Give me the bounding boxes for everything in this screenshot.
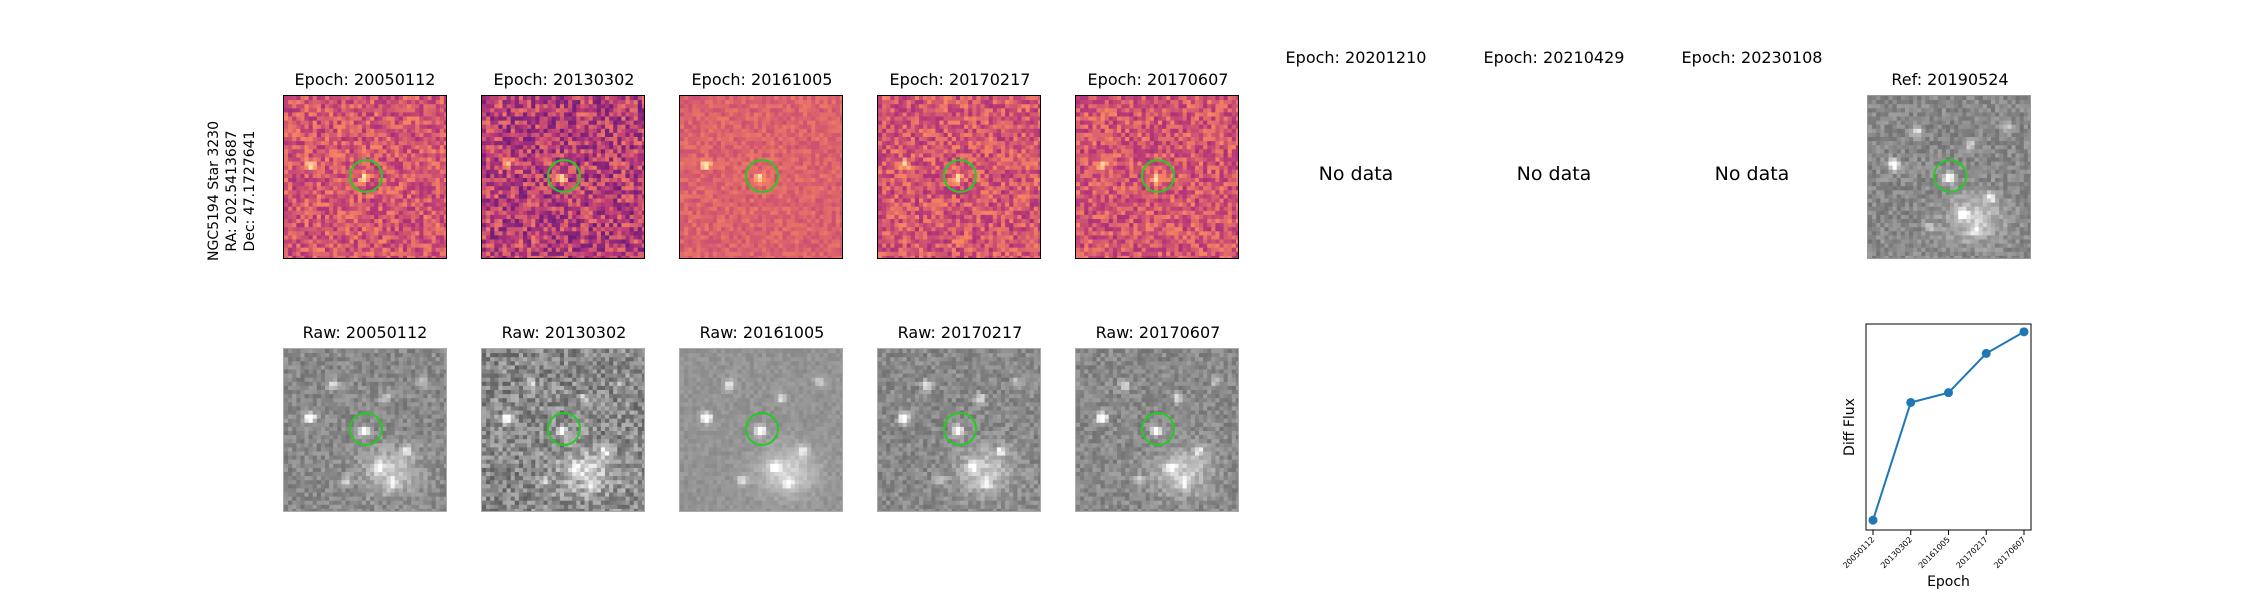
raw-title-1: Raw: 20050112 bbox=[255, 323, 475, 342]
raw-image-5 bbox=[1075, 348, 1239, 512]
series-line bbox=[1873, 332, 2024, 520]
data-point bbox=[1869, 516, 1878, 525]
data-point bbox=[2020, 327, 2029, 336]
ref-image bbox=[1867, 95, 2031, 259]
diff-title-2: Epoch: 20130302 bbox=[454, 70, 674, 89]
data-point bbox=[1944, 388, 1953, 397]
diff-title-3: Epoch: 20161005 bbox=[652, 70, 872, 89]
diff-title-7: Epoch: 20210429 bbox=[1444, 48, 1664, 67]
x-tick-label: 20170217 bbox=[1955, 535, 1990, 570]
diff-title-8: Epoch: 20230108 bbox=[1642, 48, 1862, 67]
target-dec: Dec: 47.1727641 bbox=[241, 108, 259, 274]
x-tick-label: 20050112 bbox=[1841, 535, 1876, 570]
target-name: NGC5194 Star 3230 bbox=[205, 108, 223, 274]
data-point bbox=[1906, 398, 1915, 407]
diff-title-5: Epoch: 20170607 bbox=[1048, 70, 1268, 89]
diff-image-4 bbox=[877, 95, 1041, 259]
raw-image-4 bbox=[877, 348, 1041, 512]
diff-title-6: Epoch: 20201210 bbox=[1246, 48, 1466, 67]
raw-title-5: Raw: 20170607 bbox=[1048, 323, 1268, 342]
diff-image-1 bbox=[283, 95, 447, 259]
no-data-label-2: No data bbox=[1454, 163, 1654, 185]
diff-title-1: Epoch: 20050112 bbox=[255, 70, 475, 89]
no-data-label-1: No data bbox=[1256, 163, 1456, 185]
raw-image-3 bbox=[679, 348, 843, 512]
diff-image-3 bbox=[679, 95, 843, 259]
ref-title: Ref: 20190524 bbox=[1840, 70, 2060, 89]
target-label: NGC5194 Star 3230 RA: 202.5413687 Dec: 4… bbox=[205, 108, 259, 274]
no-data-label-3: No data bbox=[1652, 163, 1852, 185]
light-curve-chart: 20050112 20130302 20161005 20170217 20170607… bbox=[1830, 320, 2060, 600]
target-ra: RA: 202.5413687 bbox=[223, 108, 241, 274]
raw-title-4: Raw: 20170217 bbox=[850, 323, 1070, 342]
data-point bbox=[1982, 349, 1991, 358]
raw-image-2 bbox=[481, 348, 645, 512]
diff-title-4: Epoch: 20170217 bbox=[850, 70, 1070, 89]
raw-title-3: Raw: 20161005 bbox=[652, 323, 872, 342]
diff-image-5 bbox=[1075, 95, 1239, 259]
y-axis-label: Diff Flux bbox=[1842, 398, 1858, 456]
x-tick-label: 20161005 bbox=[1917, 535, 1952, 570]
chart-frame bbox=[1866, 324, 2031, 530]
diff-image-2 bbox=[481, 95, 645, 259]
raw-image-1 bbox=[283, 348, 447, 512]
x-tick-label: 20130302 bbox=[1879, 535, 1914, 570]
raw-title-2: Raw: 20130302 bbox=[454, 323, 674, 342]
x-axis-label: Epoch bbox=[1927, 574, 1970, 590]
x-tick-label: 20170607 bbox=[1992, 535, 2027, 570]
